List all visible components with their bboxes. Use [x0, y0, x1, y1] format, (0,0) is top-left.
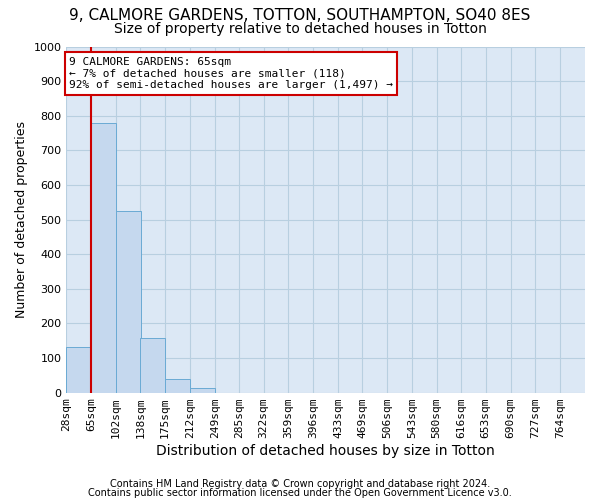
Bar: [190, 388, 215, 392]
Text: 9 CALMORE GARDENS: 65sqm
← 7% of detached houses are smaller (118)
92% of semi-d: 9 CALMORE GARDENS: 65sqm ← 7% of detache…: [69, 57, 393, 90]
Text: Contains HM Land Registry data © Crown copyright and database right 2024.: Contains HM Land Registry data © Crown c…: [110, 479, 490, 489]
Bar: [67, 346, 91, 393]
X-axis label: Distribution of detached houses by size in Totton: Distribution of detached houses by size …: [157, 444, 495, 458]
Bar: [165, 380, 190, 392]
Y-axis label: Number of detached properties: Number of detached properties: [15, 121, 28, 318]
Bar: [116, 211, 141, 392]
Text: 9, CALMORE GARDENS, TOTTON, SOUTHAMPTON, SO40 8ES: 9, CALMORE GARDENS, TOTTON, SOUTHAMPTON,…: [70, 8, 530, 22]
Text: Contains public sector information licensed under the Open Government Licence v3: Contains public sector information licen…: [88, 488, 512, 498]
Bar: [140, 338, 165, 392]
Bar: [91, 122, 116, 392]
Text: Size of property relative to detached houses in Totton: Size of property relative to detached ho…: [113, 22, 487, 36]
